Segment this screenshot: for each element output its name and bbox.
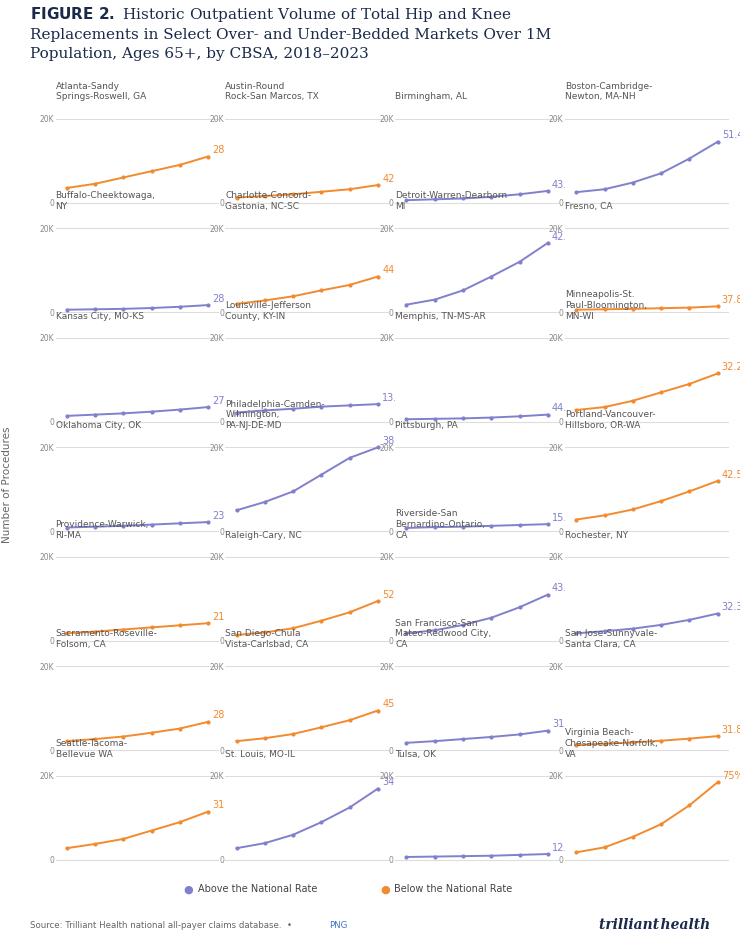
Text: Number of Procedures: Number of Procedures [2,427,13,544]
Text: Fresno, CA: Fresno, CA [565,202,613,211]
Text: Detroit-Warren-Dearborn
MI: Detroit-Warren-Dearborn MI [395,191,508,211]
Text: 31.7%: 31.7% [212,801,243,810]
Text: 75%: 75% [722,771,740,781]
Text: 15.1%: 15.1% [552,512,582,523]
Text: Virginia Beach-
Chesapeake-Norfolk,
VA: Virginia Beach- Chesapeake-Norfolk, VA [565,728,659,758]
Text: 38.6%: 38.6% [382,436,413,446]
Text: St. Louis, MO-IL: St. Louis, MO-IL [225,750,295,758]
Text: 21.4%: 21.4% [212,611,243,622]
Text: 13.5%: 13.5% [382,393,413,403]
Text: 28%: 28% [212,145,234,155]
Text: Boston-Cambridge-
Newton, MA-NH: Boston-Cambridge- Newton, MA-NH [565,82,653,102]
Text: 27.3%: 27.3% [212,396,243,406]
Text: Portland-Vancouver-
Hillsboro, OR-WA: Portland-Vancouver- Hillsboro, OR-WA [565,411,656,430]
Text: 42.2%: 42.2% [382,173,413,184]
Text: Pittsburgh, PA: Pittsburgh, PA [395,421,458,430]
Text: San Diego-Chula
Vista-Carlsbad, CA: San Diego-Chula Vista-Carlsbad, CA [225,629,309,649]
Text: Austin-Round
Rock-San Marcos, TX: Austin-Round Rock-San Marcos, TX [225,82,319,102]
Text: Kansas City, MO-KS: Kansas City, MO-KS [56,312,144,320]
Text: Providence-Warwick,
RI-MA: Providence-Warwick, RI-MA [56,520,149,540]
Text: 32.3%: 32.3% [722,602,740,612]
Text: Rochester, NY: Rochester, NY [565,530,628,540]
Text: Riverside-San
Bernardino-Ontario,
CA: Riverside-San Bernardino-Ontario, CA [395,509,485,540]
Text: 43.2%: 43.2% [552,583,582,593]
Text: San Jose-Sunnyvale-
Santa Clara, CA: San Jose-Sunnyvale- Santa Clara, CA [565,629,657,649]
Text: 45%: 45% [382,699,403,709]
Text: Minneapolis-St.
Paul-Bloomington,
MN-WI: Minneapolis-St. Paul-Bloomington, MN-WI [565,290,647,320]
Text: ●: ● [184,885,194,894]
Text: trilliant health: trilliant health [599,918,710,932]
Text: Seattle-Tacoma-
Bellevue WA: Seattle-Tacoma- Bellevue WA [56,739,127,758]
Text: 34%: 34% [382,777,403,788]
Text: 31.8%: 31.8% [722,724,740,735]
Text: 44.5%: 44.5% [552,403,582,414]
Text: Oklahoma City, OK: Oklahoma City, OK [56,421,141,430]
Text: 52.4%: 52.4% [382,590,413,599]
Text: Raleigh-Cary, NC: Raleigh-Cary, NC [225,530,302,540]
Text: $\bf{FIGURE\ 2.}$ Historic Outpatient Volume of Total Hip and Knee
Replacements : $\bf{FIGURE\ 2.}$ Historic Outpatient Vo… [30,5,551,60]
Text: 31.2%: 31.2% [552,720,582,729]
Text: Birmingham, AL: Birmingham, AL [395,92,467,102]
Text: 32.2%: 32.2% [722,362,740,372]
Text: Charlotte-Concord-
Gastonia, NC-SC: Charlotte-Concord- Gastonia, NC-SC [225,191,312,211]
Text: 12.2%: 12.2% [552,843,582,853]
Text: 42.5%: 42.5% [722,469,740,479]
Text: 28.3%: 28.3% [212,710,243,721]
Text: 23%: 23% [212,511,234,521]
Text: 28.5%: 28.5% [212,294,243,303]
Text: Louisville-Jefferson
County, KY-IN: Louisville-Jefferson County, KY-IN [225,300,312,320]
Text: Atlanta-Sandy
Springs-Roswell, GA: Atlanta-Sandy Springs-Roswell, GA [56,82,146,102]
Text: San Francisco-San
Mateo-Redwood City,
CA: San Francisco-San Mateo-Redwood City, CA [395,619,491,649]
Text: 37.8%: 37.8% [722,295,740,305]
Text: 42.6%: 42.6% [552,232,582,241]
Text: Memphis, TN-MS-AR: Memphis, TN-MS-AR [395,312,486,320]
Text: Above the National Rate: Above the National Rate [198,885,317,894]
Text: PNG: PNG [329,920,348,930]
Text: Philadelphia-Camden-
Wilmington,
PA-NJ-DE-MD: Philadelphia-Camden- Wilmington, PA-NJ-D… [225,399,325,430]
Text: Tulsa, OK: Tulsa, OK [395,750,436,758]
Text: ●: ● [380,885,390,894]
Text: Source: Trilliant Health national all-payer claims database.  •: Source: Trilliant Health national all-pa… [30,920,297,930]
Text: 43.3%: 43.3% [552,180,582,189]
Text: 44.4%: 44.4% [382,265,413,275]
Text: Buffalo-Cheektowaga,
NY: Buffalo-Cheektowaga, NY [56,191,155,211]
Text: Sacramento-Roseville-
Folsom, CA: Sacramento-Roseville- Folsom, CA [56,629,158,649]
Text: Below the National Rate: Below the National Rate [394,885,513,894]
Text: 51.4%: 51.4% [722,130,740,140]
